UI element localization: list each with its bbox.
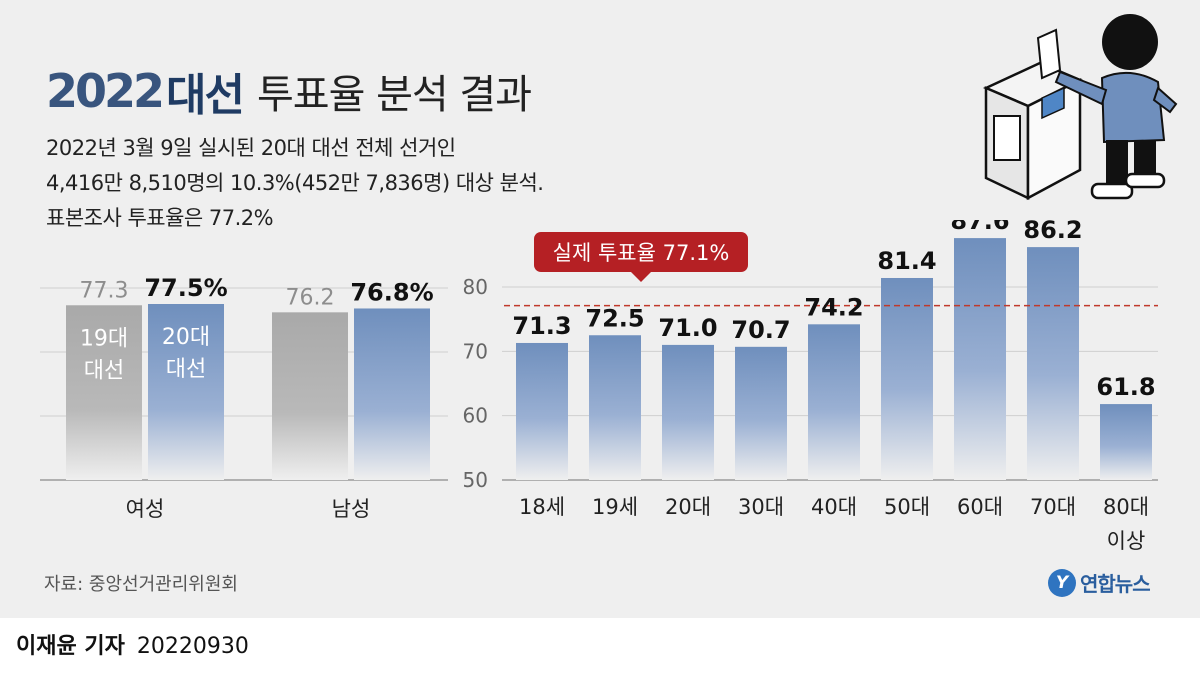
byline: 이재윤 기자 20220930: [16, 628, 249, 660]
value-label: 61.8: [1096, 373, 1155, 401]
publish-date: 20220930: [136, 634, 249, 659]
bar-20th-0: [148, 304, 224, 480]
category-label: 이상: [1107, 529, 1146, 553]
age-bar-7: [1027, 247, 1079, 480]
value-label: 72.5: [585, 304, 644, 332]
title-subject: 투표율 분석 결과: [257, 72, 532, 118]
age-bar-2: [662, 344, 714, 480]
value-label: 76.8%: [350, 278, 433, 306]
description-line-3: 표본조사 투표율은 77.2%: [46, 206, 274, 230]
age-bar-4: [808, 324, 860, 480]
actual-turnout-label: 실제 투표율 77.1%: [553, 241, 730, 265]
description-line-1: 2022년 3월 9일 실시된 20대 대선 전체 선거인: [46, 136, 456, 160]
value-label: 71.3: [512, 312, 571, 340]
y-tick-label: 60: [463, 404, 488, 428]
category-label: 40대: [811, 495, 857, 519]
value-label: 77.3: [80, 278, 129, 303]
category-label: 18세: [519, 495, 565, 519]
category-label: 50대: [884, 495, 930, 519]
description-line-2: 4,416만 8,510명의 10.3%(452만 7,836명) 대상 분석.: [46, 171, 544, 195]
series-label: 20대: [162, 325, 210, 350]
value-label: 74.2: [804, 293, 863, 321]
series-label: 19대: [80, 326, 128, 351]
title-election: 대선: [166, 70, 245, 121]
logo-text: 연합뉴스: [1080, 572, 1151, 596]
category-label: 70대: [1030, 495, 1076, 519]
value-label: 71.0: [658, 314, 717, 342]
title-year: 2022: [46, 64, 165, 118]
age-bar-3: [735, 346, 787, 480]
actual-turnout-callout: [534, 232, 748, 272]
category-label: 30대: [738, 495, 784, 519]
age-bar-1: [589, 335, 641, 480]
age-bar-6: [954, 238, 1006, 480]
voter-ballot-box-illustration: [982, 14, 1178, 201]
age-bar-8: [1100, 404, 1152, 480]
bar-19th-1: [272, 312, 348, 480]
y-tick-label: 80: [463, 275, 488, 299]
series-label: 대선: [166, 357, 206, 382]
value-label: 81.4: [877, 247, 936, 275]
callout-pointer: [631, 272, 651, 282]
category-label: 여성: [126, 497, 165, 521]
y-tick-label: 50: [463, 468, 488, 492]
y-tick-label: 70: [463, 339, 488, 363]
category-label: 19세: [592, 495, 638, 519]
yonhap-logo: Y 연합뉴스: [1048, 568, 1151, 597]
yonhap-logo-icon: Y: [1048, 568, 1076, 597]
value-label: 87.6: [950, 220, 1009, 235]
category-label: 20대: [665, 495, 711, 519]
bar-20th-1: [354, 308, 430, 480]
series-label: 대선: [84, 358, 124, 383]
value-label: 77.5%: [144, 274, 227, 302]
source-note: 자료: 중앙선거관리위원회: [44, 574, 238, 595]
reporter-name: 이재윤 기자: [16, 634, 125, 659]
value-label: 86.2: [1023, 220, 1082, 244]
bar-19th-0: [66, 305, 142, 480]
category-label: 남성: [332, 497, 371, 521]
value-label: 70.7: [731, 316, 790, 344]
page-title: 2022 대선 투표율 분석 결과: [46, 56, 532, 126]
age-bar-0: [516, 342, 568, 480]
category-label: 60대: [957, 495, 1003, 519]
category-label: 80대: [1103, 495, 1149, 519]
age-turnout-chart: 50 60 70 80 실제 투표율 77.1% 71.3 18세 72.5 19세 71.0…: [463, 220, 1158, 553]
age-bar-5: [881, 277, 933, 480]
value-label: 76.2: [286, 285, 335, 310]
